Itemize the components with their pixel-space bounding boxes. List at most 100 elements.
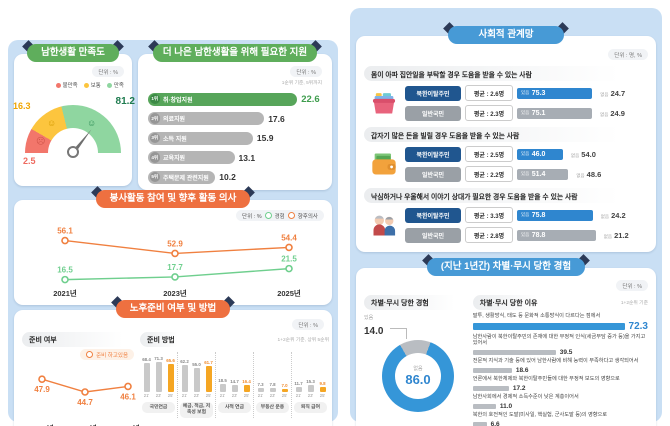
- section-satisfaction: 남한생활 만족도 단위 : % 불만족 보통 만족 ☹ ☺ ☺ 16.3: [13, 39, 135, 186]
- network-row: 일반국민 평균 : 2.3명 있음 75.1 없음 24.9: [405, 105, 648, 121]
- yes-bar: 있음 75.1: [517, 107, 593, 119]
- banner-retirement: 노후준비 여부 및 방법: [14, 295, 332, 318]
- yes-value: 14.0: [364, 326, 384, 337]
- svg-text:2021년: 2021년: [30, 423, 54, 426]
- ribbon-end-icon: [577, 253, 590, 267]
- right-card: 사회적 관계망 단위 : 명, % 몸이 아파 집안일을 부탁할 경우 도움을 …: [350, 8, 662, 426]
- gauge-pivot: [67, 146, 79, 158]
- unit-label: 단위 : %: [92, 66, 124, 77]
- section-support: 더 나은 남한생활을 위해 필요한 지원 단위 : % 1순위 기준, 5위까지…: [138, 39, 332, 190]
- no-label: 없음: [413, 366, 423, 372]
- yes-bar: 있음 75.3: [517, 87, 593, 99]
- year-tick: 21': [219, 393, 226, 398]
- legend-circle-icon: [264, 212, 272, 219]
- support-value: 22.6: [301, 93, 320, 105]
- mini-bar-value: 55.0: [192, 362, 201, 368]
- method-group: 7.3 21' 7.8 23' 7.0 25' 부동산 운용: [254, 352, 292, 418]
- donut-center: 없음 86.0: [395, 353, 441, 399]
- mini-bar-value: 9.8: [319, 381, 326, 387]
- method-group-label: 사적 연금: [218, 402, 251, 413]
- reason-label: 언론에서 북한체제와 북한이탈주민들에 대한 부정적 보도의 영향으로: [472, 376, 620, 383]
- mini-bar: [307, 385, 314, 392]
- legend-circle-icon: [86, 351, 94, 358]
- network-row: 북한이탈주민 평균 : 2.5명 있음 46.0 없음 54.0: [405, 146, 648, 162]
- support-rank-row: 3위 소득 지원 15.9: [148, 131, 322, 145]
- svg-text:46.1: 46.1: [120, 392, 136, 401]
- rank-badge: 5위: [149, 171, 160, 183]
- mini-bar-value: 65.6: [166, 357, 175, 363]
- unit-label: 단위 : %: [292, 319, 324, 330]
- support-bar: 2위 의료지원: [148, 112, 265, 125]
- network-question: 몸이 아파 집안일을 부탁할 경우 도움을 받을 수 있는 사람: [364, 66, 648, 81]
- year-tick: 23': [269, 393, 276, 398]
- year-tick: 25': [243, 393, 250, 398]
- svg-text:16.5: 16.5: [57, 266, 73, 275]
- mini-bar: [243, 384, 250, 392]
- reason-bar: [472, 322, 625, 330]
- reason-value: 39.5: [559, 348, 573, 356]
- support-rank-row: 5위 주택문제 관련지원 10.2: [148, 170, 322, 184]
- yes-label: 있음: [364, 315, 374, 321]
- reason-label: 남한사람이 북한이탈주민의 존재에 대한 부정적 인식(세금부담 증가 등)을 …: [472, 334, 646, 347]
- panel-title: 노후준비 여부 및 방법: [129, 303, 217, 314]
- average-box: 평균 : 2.3명: [465, 105, 513, 121]
- legend-item: 향후의사: [297, 213, 318, 220]
- method-group-label: 예금, 적금, 저축성 보험: [180, 402, 213, 418]
- wallet-icon: [372, 153, 396, 175]
- legend-circle-icon: [287, 212, 295, 219]
- retirement-whether: 준비 여부 준비 하고있음 47.9 44.7 46.1 2021년 2023년 2025…: [22, 332, 140, 426]
- support-label: 취·창업지원: [163, 97, 193, 104]
- banner-support: 더 나은 남한생활을 위해 필요한 지원: [138, 39, 332, 62]
- ribbon-end-icon: [422, 253, 435, 267]
- svg-text:56.1: 56.1: [57, 227, 73, 236]
- mini-bar: [295, 386, 302, 392]
- ribbon-end-icon: [555, 21, 569, 35]
- average-box: 평균 : 2.8명: [465, 227, 513, 243]
- year-tick: 25': [281, 393, 288, 398]
- network-row: 북한이탈주민 평균 : 2.6명 있음 75.3 없음 24.7: [405, 85, 648, 101]
- discrimination-experience: 차별·무시 당한 경험 있음 14.0 없음 86.0: [364, 295, 465, 426]
- banner-volunteer: 봉사활동 참여 및 향후 활동 의사: [14, 185, 332, 208]
- svg-text:47.9: 47.9: [34, 385, 50, 394]
- mini-bar-value: 7.0: [281, 382, 288, 388]
- section-discrimination: (지난 1년간) 차별·무시 당한 경험 단위 : % 차별·무시 당한 경험 …: [356, 253, 656, 426]
- reason-item: 언론에서 북한체제와 북한이탈주민들에 대한 부정적 보도의 영향으로 17.2: [472, 376, 648, 392]
- ribbon-end-icon: [22, 39, 35, 53]
- support-bar: 5위 주택문제 관련지원: [148, 170, 216, 184]
- reason-item: 북한의 호전적인 도발(미사일, 핵실험, 군사도발 등)의 영향으로 6.6: [472, 412, 648, 426]
- rank-badge: 2위: [149, 113, 160, 124]
- method-group: 11.7 21' 15.3 23' 9.8 25' 퇴직 급여: [292, 352, 329, 418]
- panel-discrimination: 단위 : % 차별·무시 당한 경험 있음 14.0 없: [356, 268, 656, 426]
- gauge-value-dissatisfied: 2.5: [23, 156, 36, 166]
- year-tick: 25': [205, 393, 212, 398]
- svg-text:2021년: 2021년: [53, 288, 77, 298]
- mini-bar-value: 62.2: [180, 359, 189, 365]
- panel-retirement: 단위 : % 준비 여부 준비 하고있음 47.9 44.7 46.1 2021년 20…: [14, 310, 332, 426]
- no-value: 없음 21.2: [603, 230, 629, 240]
- retirement-method: 준비 방법 1+2순위 기준, 상위 5순위 68.4 21' 71.3 23' 6…: [140, 332, 329, 426]
- experience-donut: 있음 14.0 없음 86.0: [364, 314, 460, 418]
- svg-text:52.9: 52.9: [167, 239, 183, 248]
- average-box: 평균 : 2.6명: [465, 85, 513, 101]
- mini-bar-value: 11.7: [294, 380, 303, 386]
- satisfaction-gauge: ☹ ☺ ☺ 16.3 81.2 2.5: [13, 96, 135, 178]
- method-group-label: 부동산 운용: [256, 402, 289, 413]
- whether-line-chart: 47.9 44.7 46.1 2021년 2023년 2025년: [22, 360, 140, 426]
- panel-title: 더 나은 남한생활을 위해 필요한 지원: [162, 47, 308, 58]
- group-pill: 일반국민: [405, 105, 461, 121]
- yes-bar: 있음 75.8: [517, 209, 593, 221]
- network-section: 몸이 아파 집안일을 부탁할 경우 도움을 받을 수 있는 사람 북한이탈주민: [364, 66, 648, 121]
- reason-value: 11.0: [499, 402, 513, 410]
- note-label: 1순위 기준, 5위까지: [281, 81, 322, 86]
- average-box: 평균 : 2.5명: [465, 146, 513, 162]
- subsection-heading: 차별·무시 당한 경험: [364, 295, 465, 310]
- left-card: 남한생활 만족도 단위 : % 불만족 보통 만족 ☹ ☺ ☺ 16.3: [8, 39, 338, 426]
- legend-item: 만족: [106, 81, 124, 89]
- mini-bar: [155, 361, 162, 392]
- year-tick: 21': [181, 393, 188, 398]
- method-group-label: 국민연금: [142, 402, 175, 413]
- reason-bar: [472, 385, 509, 392]
- mini-bar-value: 14.7: [230, 379, 239, 385]
- section-retirement: 노후준비 여부 및 방법 단위 : % 준비 여부 준비 하고있음 47.9 44…: [14, 295, 332, 426]
- reason-item: 말투, 생활방식, 태도 등 문화적 소통방식이 다르다는 점에서 72.3: [472, 313, 648, 332]
